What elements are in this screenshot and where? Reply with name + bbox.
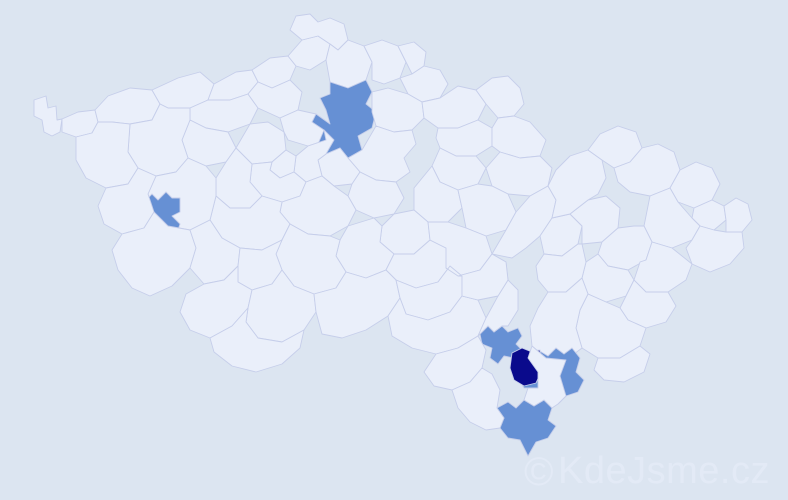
district-opava[interactable] — [669, 161, 721, 209]
district-ceska-lipa[interactable] — [325, 39, 373, 89]
district-cesky-krumlov[interactable] — [209, 307, 305, 373]
watermark-text: KdeJsme.cz — [558, 450, 770, 492]
district-tachov[interactable] — [75, 121, 139, 189]
district-decin[interactable] — [289, 13, 349, 51]
district-cheb[interactable] — [33, 95, 63, 137]
district-breclav[interactable] — [496, 399, 557, 457]
district-jicin[interactable] — [371, 87, 425, 133]
district-zlin-border[interactable] — [593, 345, 651, 383]
district-karlovy-vary[interactable] — [94, 87, 161, 125]
district-hodonin-south[interactable] — [523, 345, 567, 409]
district-brno-venkov-west[interactable] — [477, 279, 519, 337]
district-hradec-kralove[interactable] — [435, 119, 493, 157]
district-hodonin[interactable] — [529, 277, 589, 361]
watermark: © KdeJsme.cz — [524, 452, 770, 492]
district-frydek-mistek[interactable] — [685, 225, 745, 273]
district-sumperk[interactable] — [547, 149, 607, 219]
district-karvina[interactable] — [723, 197, 753, 233]
district-nachod[interactable] — [475, 75, 525, 119]
district-south-moravia-fill[interactable] — [451, 367, 505, 431]
district-rychnov-nad-kneznou[interactable] — [491, 115, 547, 159]
district-vysocina-fill[interactable] — [445, 253, 509, 301]
district-trutnov[interactable] — [421, 85, 487, 129]
copyright-icon: © — [524, 450, 555, 494]
